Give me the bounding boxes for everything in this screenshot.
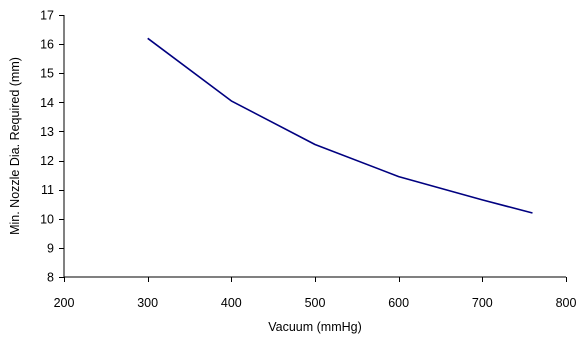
y-axis-title: Min. Nozzle Dia. Required (mm)	[8, 57, 22, 235]
series-line	[147, 37, 533, 214]
x-axis-title: Vacuum (mmHg)	[268, 320, 362, 334]
y-tick-label: 8	[47, 271, 54, 285]
y-tick-label: 16	[40, 38, 54, 52]
series-layer	[147, 37, 533, 214]
x-axis-ticks: 200 300 400 500 600 700 800	[54, 277, 577, 310]
x-tick-label: 600	[388, 296, 409, 310]
y-tick-label: 12	[40, 154, 54, 168]
x-tick-label: 800	[556, 296, 577, 310]
y-axis-ticks: 8 9 10 11 12 13 14 15 16 17	[40, 9, 64, 285]
y-tick-label: 17	[40, 9, 54, 23]
y-tick-label: 15	[40, 67, 54, 81]
x-tick-label: 300	[137, 296, 158, 310]
x-tick-label: 400	[221, 296, 242, 310]
y-tick-label: 14	[40, 96, 54, 110]
y-tick-label: 10	[40, 212, 54, 226]
x-tick-label: 700	[472, 296, 493, 310]
y-tick-label: 13	[40, 125, 54, 139]
x-tick-label: 200	[54, 296, 75, 310]
y-tick-label: 11	[41, 183, 54, 197]
y-tick-label: 9	[47, 241, 54, 255]
x-tick-label: 500	[305, 296, 326, 310]
